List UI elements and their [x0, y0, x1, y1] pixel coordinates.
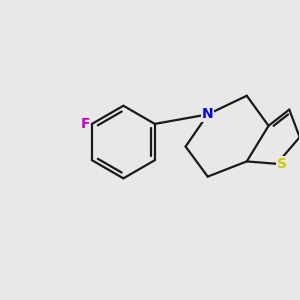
Text: S: S	[277, 157, 287, 171]
Text: F: F	[80, 117, 90, 131]
Text: N: N	[202, 107, 214, 122]
Text: F: F	[80, 117, 90, 131]
